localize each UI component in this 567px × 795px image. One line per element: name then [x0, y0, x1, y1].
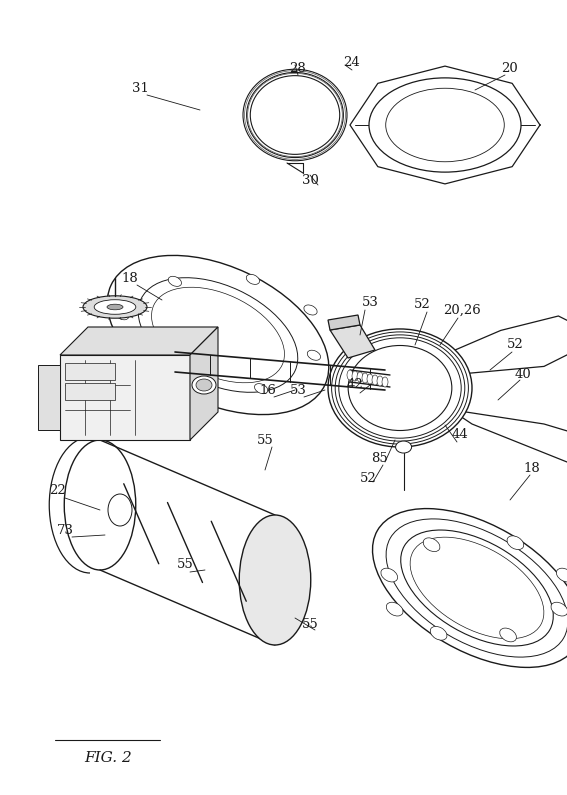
Polygon shape: [65, 363, 115, 380]
Text: 31: 31: [132, 82, 149, 95]
Text: 20,26: 20,26: [443, 304, 481, 316]
Ellipse shape: [423, 538, 440, 552]
Ellipse shape: [151, 287, 285, 382]
Ellipse shape: [430, 626, 447, 640]
Ellipse shape: [362, 373, 368, 383]
Ellipse shape: [107, 255, 329, 414]
Text: 52: 52: [359, 471, 376, 484]
Text: 42: 42: [346, 378, 363, 391]
Polygon shape: [330, 325, 375, 358]
Text: 16: 16: [260, 383, 277, 397]
Ellipse shape: [372, 375, 378, 385]
Ellipse shape: [556, 568, 567, 582]
Ellipse shape: [396, 441, 412, 453]
Text: 53: 53: [290, 383, 306, 397]
Ellipse shape: [386, 603, 403, 616]
Text: 85: 85: [371, 452, 388, 464]
Polygon shape: [450, 316, 567, 374]
Text: 22: 22: [50, 483, 66, 497]
Polygon shape: [60, 355, 190, 440]
Ellipse shape: [352, 371, 358, 381]
Ellipse shape: [386, 88, 504, 161]
Ellipse shape: [196, 379, 212, 391]
Text: 18: 18: [122, 272, 138, 285]
Text: 20: 20: [502, 61, 518, 75]
Ellipse shape: [83, 296, 147, 318]
Text: 28: 28: [290, 61, 306, 75]
Text: 55: 55: [302, 619, 319, 631]
Text: 73: 73: [57, 523, 74, 537]
Ellipse shape: [138, 277, 298, 392]
Ellipse shape: [239, 515, 311, 645]
Ellipse shape: [307, 351, 320, 360]
Text: 55: 55: [177, 559, 193, 572]
Ellipse shape: [401, 530, 553, 646]
Ellipse shape: [328, 329, 472, 447]
Text: 52: 52: [413, 298, 430, 312]
Polygon shape: [450, 409, 567, 467]
Ellipse shape: [246, 274, 260, 285]
Ellipse shape: [64, 440, 136, 570]
Text: 52: 52: [507, 339, 523, 351]
Text: 18: 18: [524, 462, 540, 475]
Ellipse shape: [357, 372, 363, 382]
Ellipse shape: [507, 536, 524, 549]
Ellipse shape: [168, 277, 181, 286]
Polygon shape: [328, 315, 360, 330]
Polygon shape: [38, 365, 60, 430]
Ellipse shape: [116, 310, 129, 320]
Ellipse shape: [176, 386, 190, 396]
Text: 55: 55: [257, 433, 273, 447]
Text: 44: 44: [452, 429, 468, 441]
Ellipse shape: [367, 374, 373, 384]
Ellipse shape: [256, 80, 334, 149]
Ellipse shape: [107, 304, 123, 310]
Text: 53: 53: [362, 297, 378, 309]
Text: 24: 24: [344, 56, 361, 68]
Polygon shape: [65, 383, 115, 400]
Ellipse shape: [377, 376, 383, 386]
Ellipse shape: [551, 603, 567, 616]
Ellipse shape: [255, 384, 268, 394]
Polygon shape: [190, 327, 218, 440]
Ellipse shape: [500, 628, 517, 642]
Ellipse shape: [382, 377, 388, 387]
Ellipse shape: [94, 300, 136, 314]
Polygon shape: [60, 327, 218, 355]
Ellipse shape: [348, 346, 452, 431]
Ellipse shape: [410, 537, 544, 639]
Ellipse shape: [369, 78, 521, 173]
Ellipse shape: [386, 519, 567, 657]
Text: 40: 40: [515, 369, 531, 382]
Ellipse shape: [381, 568, 397, 582]
Ellipse shape: [192, 376, 216, 394]
Text: FIG. 2: FIG. 2: [84, 751, 132, 765]
Ellipse shape: [347, 370, 353, 380]
Ellipse shape: [119, 355, 132, 365]
Ellipse shape: [373, 509, 567, 668]
Text: 30: 30: [302, 173, 319, 187]
Ellipse shape: [304, 305, 317, 315]
